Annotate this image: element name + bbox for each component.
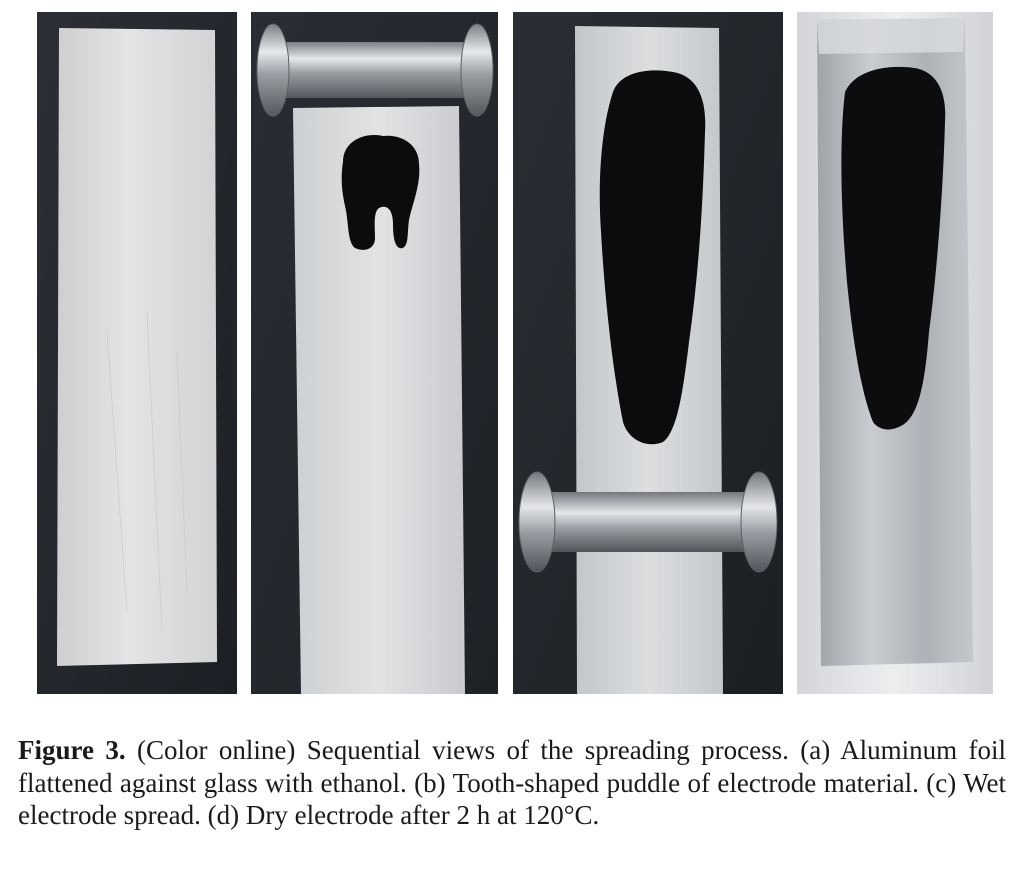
figure-caption-text: (Color online) Sequential views of the s…	[18, 735, 1007, 830]
panel-b-puddle-photo	[251, 12, 498, 694]
panel-a-aluminum-foil-photo	[37, 12, 237, 694]
figure-label: Figure 3.	[18, 735, 126, 765]
panel-d-dry-electrode-photo	[797, 12, 993, 694]
figure-caption: Figure 3. (Color online) Sequential view…	[18, 734, 1006, 832]
panel-c-wet-spread-photo	[513, 12, 783, 694]
